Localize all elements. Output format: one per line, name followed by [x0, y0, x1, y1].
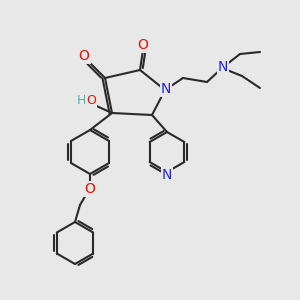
Text: O: O: [85, 182, 95, 196]
Text: O: O: [79, 49, 89, 63]
Text: O: O: [86, 94, 96, 107]
Text: N: N: [218, 60, 228, 74]
Text: N: N: [161, 82, 171, 96]
Text: O: O: [138, 38, 148, 52]
Text: N: N: [162, 168, 172, 182]
Text: H: H: [76, 94, 86, 107]
